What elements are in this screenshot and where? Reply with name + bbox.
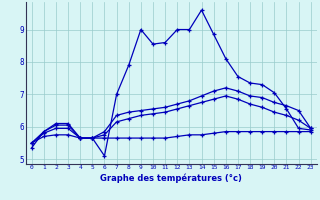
X-axis label: Graphe des températures (°c): Graphe des températures (°c): [100, 173, 242, 183]
